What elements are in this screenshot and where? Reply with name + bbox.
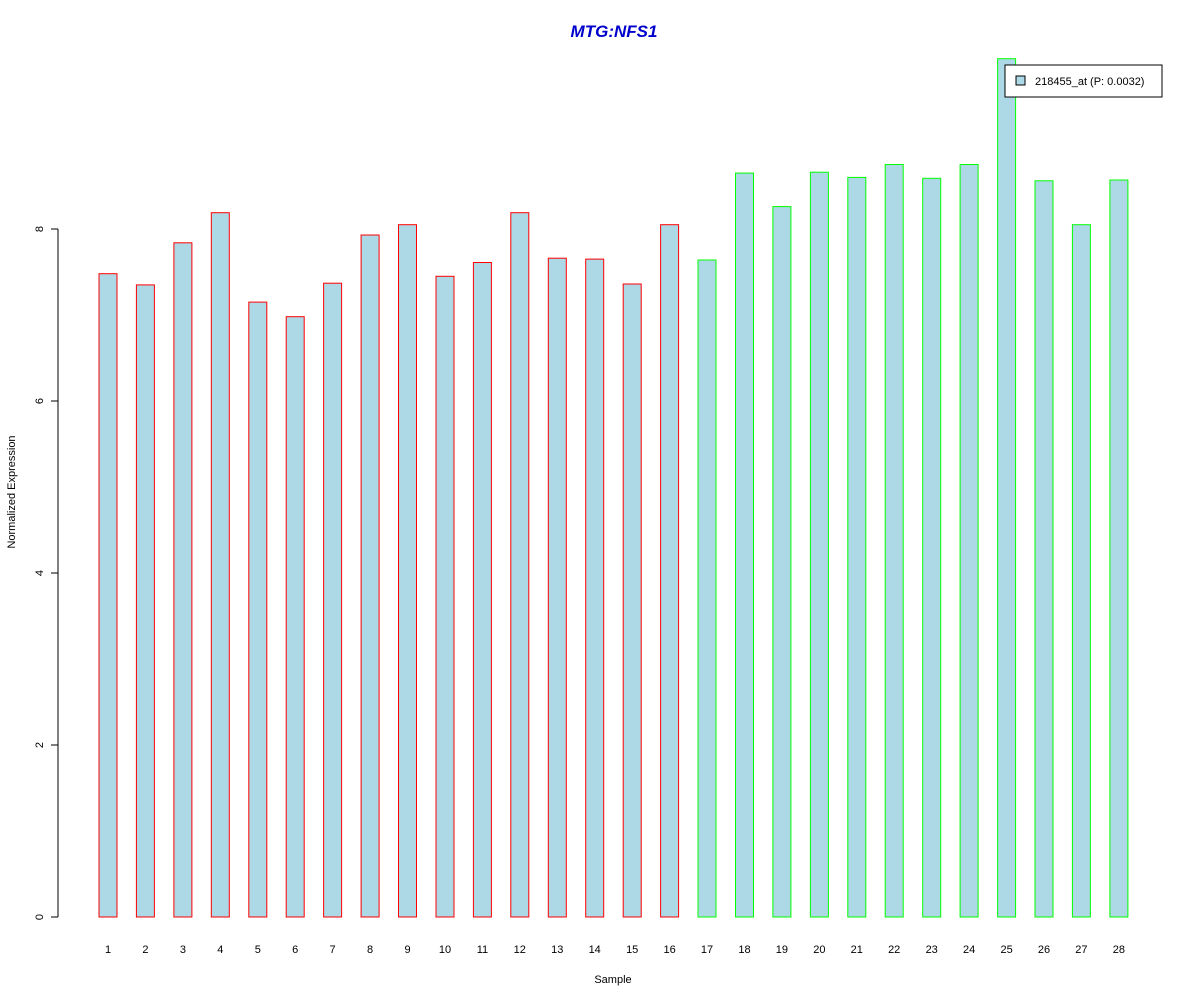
y-axis: 0 2 4 6 8 <box>34 226 59 920</box>
bar-sample-20 <box>809 171 829 918</box>
y-tick-label: 4 <box>34 570 46 576</box>
bar-sample-8 <box>360 234 380 918</box>
x-tick-labels: 1 2 3 4 5 6 7 8 9 10 11 12 13 14 15 16 17 18 19 20 21 22 23 24 2… <box>105 944 1125 956</box>
x-tick-label: 12 <box>514 944 526 956</box>
bar-sample-24 <box>959 164 979 918</box>
bar-sample-6 <box>285 316 305 918</box>
x-tick-label: 1 <box>105 944 111 956</box>
y-tick-label: 6 <box>34 398 46 404</box>
x-tick-label: 22 <box>888 944 900 956</box>
bar-sample-7 <box>323 282 343 918</box>
x-tick-label: 24 <box>963 944 975 956</box>
x-tick-label: 27 <box>1075 944 1087 956</box>
x-tick-label: 10 <box>439 944 451 956</box>
bar-sample-19 <box>772 206 792 918</box>
x-tick-label: 28 <box>1113 944 1125 956</box>
x-tick-label: 6 <box>292 944 298 956</box>
bar-sample-10 <box>435 275 455 918</box>
x-tick-label: 5 <box>255 944 261 956</box>
x-tick-label: 11 <box>477 944 488 956</box>
bar-sample-14 <box>585 258 605 918</box>
legend-box <box>1004 64 1163 98</box>
y-tick-label: 2 <box>34 742 46 748</box>
legend-entry: 218455_at (P: 0.0032) <box>1035 76 1144 88</box>
bar-sample-22 <box>884 164 904 918</box>
bar-sample-16 <box>660 224 680 918</box>
x-tick-label: 23 <box>926 944 938 956</box>
bar-sample-1 <box>98 273 118 918</box>
bars-group <box>98 58 1129 918</box>
bar-sample-21 <box>847 176 867 918</box>
bar-sample-12 <box>510 212 530 918</box>
bar-sample-4 <box>210 212 230 918</box>
x-tick-label: 26 <box>1038 944 1050 956</box>
bar-sample-17 <box>697 259 717 918</box>
bar-sample-15 <box>622 283 642 918</box>
x-tick-label: 15 <box>626 944 638 956</box>
x-tick-label: 13 <box>551 944 563 956</box>
x-tick-label: 25 <box>1000 944 1012 956</box>
y-axis-label: Normalized Expression <box>6 435 18 548</box>
x-tick-label: 21 <box>851 944 863 956</box>
x-tick-label: 17 <box>701 944 713 956</box>
x-tick-label: 20 <box>813 944 825 956</box>
bar-sample-3 <box>173 242 193 918</box>
x-tick-label: 8 <box>367 944 373 956</box>
bar-sample-23 <box>922 177 942 918</box>
bar-sample-27 <box>1071 224 1091 918</box>
x-tick-label: 18 <box>738 944 750 956</box>
x-tick-label: 9 <box>404 944 410 956</box>
x-tick-label: 2 <box>142 944 148 956</box>
bar-sample-9 <box>398 224 417 918</box>
legend: 218455_at (P: 0.0032) <box>1004 64 1163 98</box>
y-tick-label: 0 <box>34 914 46 920</box>
bar-sample-26 <box>1034 180 1054 918</box>
x-axis-label: Sample <box>594 974 631 986</box>
bar-sample-18 <box>735 172 754 918</box>
bar-sample-5 <box>248 301 268 918</box>
bar-sample-13 <box>547 257 567 918</box>
bar-sample-2 <box>135 284 155 918</box>
x-tick-label: 14 <box>589 944 601 956</box>
legend-swatch <box>1015 75 1026 86</box>
chart-title: MTG:NFS1 <box>571 22 658 41</box>
x-tick-label: 19 <box>776 944 788 956</box>
x-tick-label: 16 <box>663 944 675 956</box>
x-tick-label: 4 <box>217 944 223 956</box>
x-tick-label: 3 <box>180 944 186 956</box>
bar-sample-25 <box>997 58 1017 918</box>
x-tick-label: 7 <box>330 944 336 956</box>
bar-sample-11 <box>472 262 492 918</box>
y-tick-label: 8 <box>34 226 46 232</box>
bar-sample-28 <box>1109 179 1129 918</box>
